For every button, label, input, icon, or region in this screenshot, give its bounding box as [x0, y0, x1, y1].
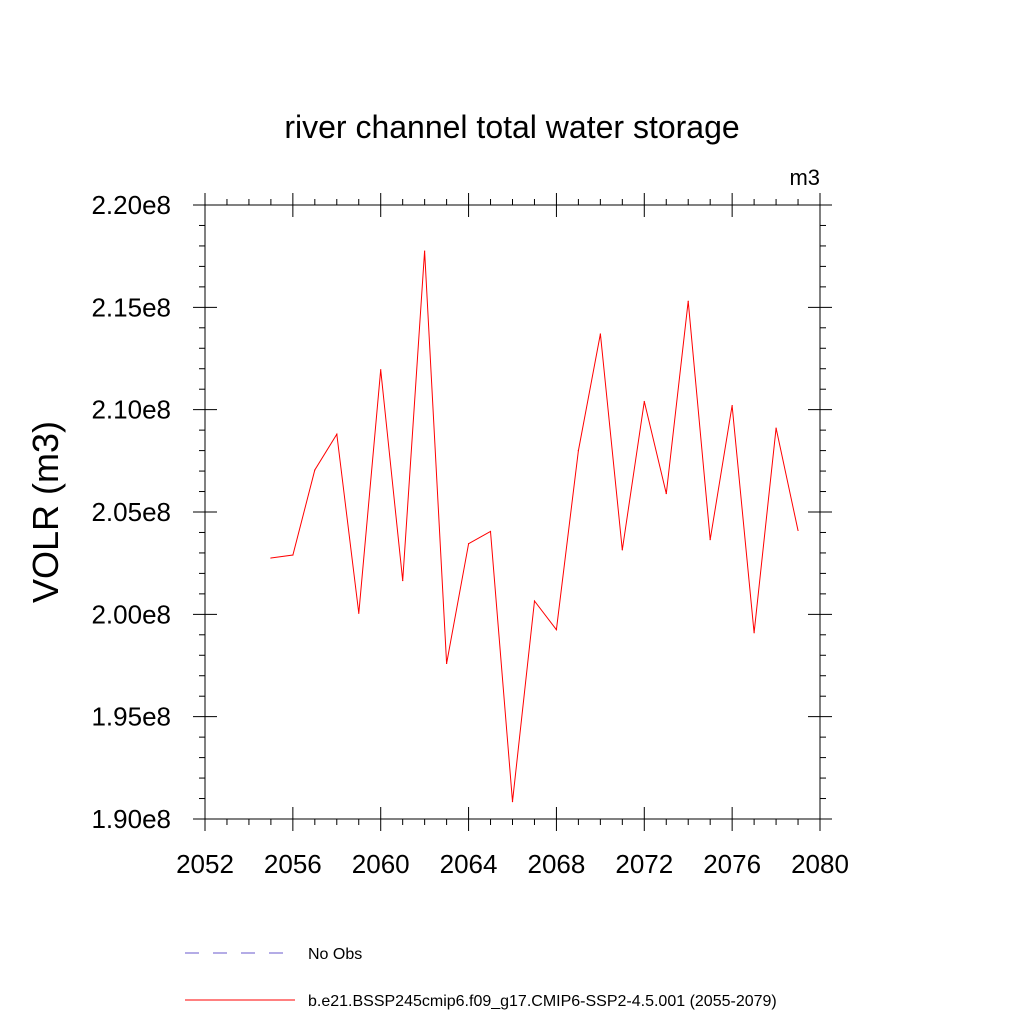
- data-point: [380, 369, 382, 371]
- data-point: [621, 549, 623, 551]
- x-tick-labels: 2052 2056 2060 2064 2068 2072 2076 2080: [176, 849, 849, 879]
- y-axis-label: VOLR (m3): [25, 421, 66, 603]
- data-point: [533, 600, 536, 602]
- y-tick-label: 2.20e8: [91, 190, 171, 220]
- series-line: [270, 250, 799, 802]
- y-tick-label: 2.10e8: [91, 395, 171, 425]
- data-point: [270, 557, 272, 559]
- x-tick-label: 2060: [352, 849, 410, 879]
- legend-label-no-obs: No Obs: [308, 946, 362, 963]
- legend-label-series: b.e21.BSSP245cmip6.f09_g17.CMIP6-SSP2-4.…: [308, 993, 777, 1010]
- x-tick-label: 2064: [440, 849, 498, 879]
- data-point: [446, 662, 448, 665]
- data-point: [511, 801, 514, 803]
- units-label: m3: [789, 165, 820, 190]
- series-layer: [270, 250, 799, 803]
- x-tick-label: 2076: [703, 849, 761, 879]
- data-point: [797, 529, 799, 532]
- minor-ticks: [199, 199, 826, 825]
- x-tick-label: 2068: [528, 849, 586, 879]
- data-point: [643, 400, 645, 403]
- x-tick-label: 2052: [176, 849, 234, 879]
- data-point: [358, 612, 360, 614]
- y-tick-label: 2.15e8: [91, 292, 171, 322]
- data-point: [731, 404, 733, 407]
- data-point: [665, 492, 667, 495]
- data-point: [775, 427, 777, 429]
- y-tick-label: 2.05e8: [91, 497, 171, 527]
- y-tick-label: 2.00e8: [91, 599, 171, 629]
- data-point: [555, 629, 558, 631]
- data-point: [424, 250, 426, 252]
- x-tick-label: 2080: [791, 849, 849, 879]
- data-point: [753, 632, 755, 634]
- data-point: [709, 539, 711, 541]
- data-point: [292, 554, 294, 556]
- data-point: [467, 543, 470, 545]
- data-point: [402, 579, 404, 582]
- x-tick-label: 2072: [615, 849, 673, 879]
- data-point: [577, 450, 579, 452]
- data-point: [336, 433, 338, 435]
- chart-title: river channel total water storage: [284, 109, 739, 145]
- data-point: [687, 300, 689, 302]
- data-point: [599, 333, 601, 335]
- y-tick-labels: 1.90e8 1.95e8 2.00e8 2.05e8 2.10e8 2.15e8 2.20…: [91, 190, 171, 834]
- y-tick-label: 1.90e8: [91, 804, 171, 834]
- plot-frame: [204, 204, 821, 820]
- legend: No Obs b.e21.BSSP245cmip6.f09_g17.CMIP6-…: [185, 946, 777, 1010]
- y-tick-label: 1.95e8: [91, 702, 171, 732]
- data-point: [489, 530, 492, 533]
- data-point: [314, 469, 316, 471]
- major-ticks: [193, 193, 832, 831]
- x-tick-label: 2056: [264, 849, 322, 879]
